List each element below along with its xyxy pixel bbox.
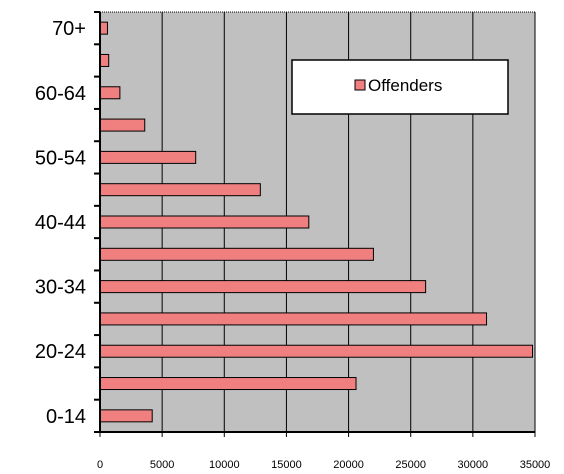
y-tick-label: 20-24 bbox=[35, 341, 86, 363]
x-tick-label: 30000 bbox=[458, 459, 489, 471]
bar-35-39 bbox=[99, 247, 374, 261]
x-axis-ticks: 0 5000 10000 15000 20000 25000 30000 35000 bbox=[97, 432, 550, 471]
legend-label: Offenders bbox=[368, 76, 442, 95]
y-tick-label: 40-44 bbox=[35, 212, 86, 234]
bar-65-69 bbox=[99, 53, 110, 67]
legend: Offenders bbox=[291, 59, 509, 115]
x-tick-label: 35000 bbox=[520, 459, 551, 471]
x-tick-label: 20000 bbox=[333, 459, 364, 471]
y-tick-label: 50-54 bbox=[35, 147, 86, 169]
y-tick-label: 60-64 bbox=[35, 83, 86, 105]
x-tick-label: 5000 bbox=[150, 459, 174, 471]
y-tick-label: 70+ bbox=[52, 18, 86, 40]
bar-70+ bbox=[99, 21, 108, 35]
bar-60-64 bbox=[99, 86, 121, 100]
x-tick-label: 0 bbox=[97, 459, 103, 471]
bars bbox=[99, 21, 534, 423]
bar-15-19 bbox=[99, 377, 357, 391]
x-tick-label: 25000 bbox=[395, 459, 426, 471]
y-tick-label: 30-34 bbox=[35, 277, 86, 299]
bar-45-49 bbox=[99, 183, 261, 197]
legend-swatch bbox=[354, 79, 366, 91]
bar-20-24 bbox=[99, 344, 534, 358]
x-tick-label: 15000 bbox=[271, 459, 302, 471]
bar-55-59 bbox=[99, 118, 146, 132]
bar-25-29 bbox=[99, 312, 488, 326]
x-tick-label: 10000 bbox=[209, 459, 240, 471]
legend-box bbox=[291, 59, 509, 115]
bar-50-54 bbox=[99, 150, 197, 164]
bar-40-44 bbox=[99, 215, 310, 229]
y-axis-ticks: 0-14 20-24 30-34 40-44 50-54 60-64 70+ bbox=[35, 11, 100, 433]
bar-30-34 bbox=[99, 280, 427, 294]
y-tick-label: 0-14 bbox=[46, 406, 86, 428]
bar-0-14 bbox=[99, 409, 153, 423]
